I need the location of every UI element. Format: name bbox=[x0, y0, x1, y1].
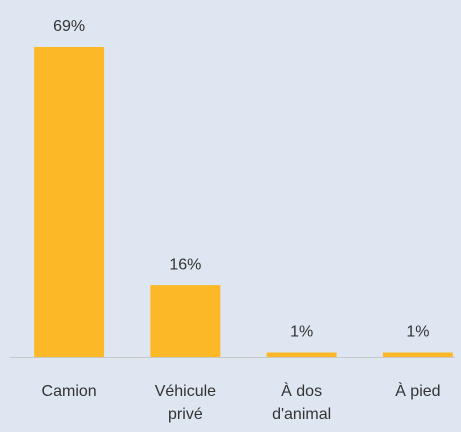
value-label: 1% bbox=[406, 324, 429, 341]
x-tick-label: À pied bbox=[395, 381, 440, 400]
value-label: 1% bbox=[290, 324, 313, 341]
value-label: 16% bbox=[169, 256, 201, 273]
x-tick-label: Camion bbox=[42, 383, 97, 400]
bar bbox=[150, 285, 221, 357]
x-tick-label: Véhicule privé bbox=[155, 383, 216, 423]
bar bbox=[266, 352, 337, 357]
bar bbox=[34, 47, 105, 357]
value-label: 69% bbox=[53, 18, 85, 35]
x-tick-label: À dos d'animal bbox=[272, 381, 331, 423]
bar bbox=[382, 352, 453, 357]
